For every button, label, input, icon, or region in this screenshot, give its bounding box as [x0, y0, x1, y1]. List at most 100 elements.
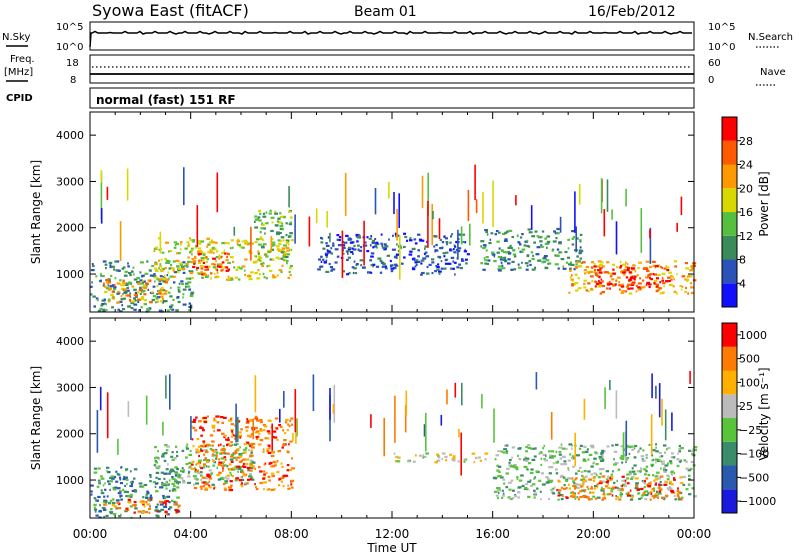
- scatter-cell: [158, 465, 161, 468]
- scatter-streak: [344, 172, 347, 216]
- scatter-cell: [413, 238, 417, 241]
- scatter-cell: [507, 246, 511, 249]
- scatter-cell: [276, 471, 280, 474]
- scatter-cell: [285, 246, 290, 249]
- scatter-cell: [273, 436, 278, 439]
- scatter-cell: [591, 491, 595, 494]
- scatter-cell: [593, 461, 596, 464]
- scatter-cell: [582, 458, 586, 461]
- scatter-streak: [603, 209, 606, 237]
- scatter-cell: [665, 280, 669, 283]
- scatter-cell: [266, 437, 270, 440]
- scatter-cell: [128, 271, 132, 275]
- scatter-cell: [197, 251, 200, 254]
- scatter-cell: [555, 472, 559, 475]
- scatter-cell: [266, 447, 269, 450]
- scatter-cell: [641, 286, 645, 289]
- scatter-cell: [177, 290, 181, 293]
- scatter-cell: [620, 285, 625, 288]
- scatter-cell: [663, 470, 667, 473]
- scatter-cell: [113, 286, 117, 289]
- scatter-cell: [323, 260, 326, 264]
- scatter-cell: [656, 490, 659, 493]
- scatter-cell: [161, 301, 165, 304]
- time-tick-label: 12:00: [375, 527, 410, 541]
- scatter-cell: [665, 496, 668, 499]
- scatter-cell: [110, 475, 115, 478]
- scatter-cell: [288, 425, 291, 428]
- scatter-cell: [586, 485, 589, 488]
- scatter-cell: [167, 508, 171, 511]
- scatter-cell: [651, 488, 655, 491]
- scatter-cell: [655, 290, 659, 293]
- scatter-cell: [631, 267, 636, 270]
- scatter-cell: [168, 267, 171, 270]
- scatter-cell: [576, 237, 579, 240]
- scatter-cell: [154, 269, 159, 272]
- scatter-cell: [644, 473, 647, 476]
- scatter-cell: [630, 283, 635, 286]
- scatter-cell: [278, 424, 281, 427]
- scatter-cell: [158, 280, 162, 283]
- scatter-cell: [441, 457, 443, 460]
- scatter-cell: [664, 481, 669, 484]
- scatter-cell: [560, 463, 564, 466]
- scatter-cell: [498, 465, 502, 468]
- scatter-cell: [610, 487, 615, 491]
- scatter-cell: [237, 467, 241, 470]
- scatter-cell: [246, 420, 250, 423]
- scatter-cell: [653, 273, 658, 276]
- scatter-cell: [165, 512, 168, 515]
- scatter-cell: [592, 270, 596, 273]
- colorbar-tick-label: 8: [739, 254, 746, 267]
- scatter-cell: [617, 468, 621, 471]
- scatter-cell: [129, 273, 132, 277]
- scatter-cell: [685, 286, 687, 290]
- scatter-streak: [279, 408, 281, 423]
- scatter-cell: [687, 483, 691, 486]
- scatter-cell: [326, 249, 329, 252]
- scatter-cell: [90, 285, 93, 288]
- scatter-cell: [281, 247, 285, 250]
- scatter-cell: [165, 487, 168, 490]
- scatter-cell: [431, 261, 435, 264]
- scatter-cell: [123, 274, 128, 277]
- y-tick-label: 1000: [56, 268, 84, 281]
- scatter-cell: [127, 265, 130, 268]
- scatter-cell: [650, 278, 654, 281]
- scatter-cell: [556, 232, 560, 235]
- scatter-cell: [567, 238, 570, 241]
- scatter-cell: [552, 240, 557, 243]
- scatter-cell: [231, 475, 234, 478]
- scatter-cell: [240, 246, 243, 249]
- scatter-cell: [152, 295, 157, 298]
- scatter-cell: [166, 513, 170, 516]
- scatter-cell: [659, 292, 664, 295]
- scatter-cell: [101, 299, 106, 302]
- scatter-cell: [204, 487, 208, 490]
- scatter-cell: [583, 470, 587, 473]
- scatter-cell: [246, 482, 249, 485]
- scatter-cell: [436, 461, 438, 464]
- scatter-cell: [136, 276, 141, 280]
- scatter-cell: [185, 445, 188, 448]
- scatter-cell: [498, 247, 501, 250]
- scatter-cell: [109, 264, 112, 267]
- scatter-cell: [220, 269, 224, 272]
- scatter-cell: [102, 284, 105, 287]
- scatter-cell: [322, 258, 325, 261]
- scatter-cell: [229, 488, 234, 492]
- scatter-cell: [542, 257, 547, 260]
- scatter-cell: [96, 499, 99, 502]
- scatter-cell: [169, 307, 172, 310]
- scatter-cell: [158, 267, 160, 270]
- scatter-cell: [262, 424, 265, 427]
- scatter-cell: [353, 267, 357, 270]
- scatter-cell: [518, 479, 523, 482]
- scatter-cell: [289, 248, 292, 252]
- scatter-cell: [521, 248, 526, 251]
- scatter-cell: [576, 483, 581, 486]
- scatter-cell: [268, 445, 271, 448]
- scatter-cell: [615, 498, 618, 501]
- scatter-cell: [638, 497, 641, 500]
